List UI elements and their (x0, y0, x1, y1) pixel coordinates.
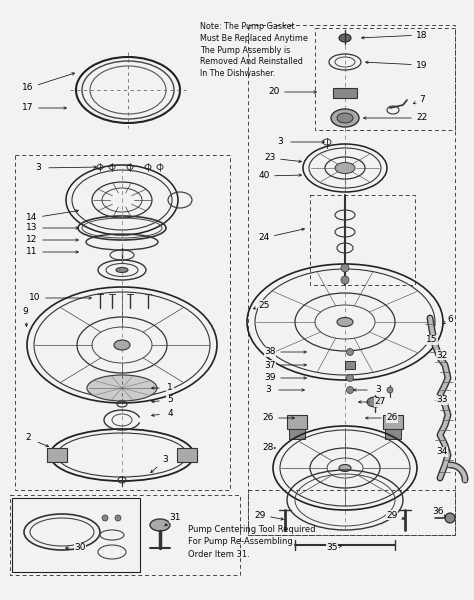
Text: 2: 2 (25, 433, 31, 443)
Text: 16: 16 (22, 83, 34, 92)
Text: 20: 20 (268, 88, 280, 97)
Text: 18: 18 (416, 31, 428, 40)
Text: 38: 38 (264, 347, 276, 356)
Bar (12, 498, 140, 572)
Text: 32: 32 (436, 350, 447, 359)
Text: 3: 3 (162, 455, 168, 464)
Text: 29: 29 (255, 511, 266, 520)
Text: 7: 7 (419, 95, 425, 104)
Ellipse shape (116, 268, 128, 272)
Circle shape (102, 515, 108, 521)
Circle shape (115, 515, 121, 521)
Text: 29: 29 (386, 511, 398, 520)
Ellipse shape (114, 340, 130, 350)
Bar (287, 415, 307, 429)
Circle shape (346, 349, 354, 355)
Text: 28: 28 (262, 443, 273, 452)
Bar (47, 448, 67, 462)
Text: 3: 3 (375, 385, 381, 395)
Text: 30: 30 (74, 544, 86, 553)
Bar (345, 361, 355, 369)
Text: 26: 26 (262, 413, 273, 422)
Bar (333, 88, 357, 98)
Bar (383, 415, 403, 429)
Bar (10, 495, 240, 575)
Text: 34: 34 (436, 448, 447, 457)
Circle shape (341, 264, 349, 272)
Text: 25: 25 (258, 301, 270, 310)
Ellipse shape (335, 163, 355, 173)
Text: Pump Centering Tool Required
For Pump Re-Assembling
Order Item 31.: Pump Centering Tool Required For Pump Re… (188, 525, 316, 559)
Text: 37: 37 (264, 361, 276, 370)
Text: 24: 24 (258, 233, 270, 242)
Ellipse shape (87, 375, 157, 401)
Text: 6: 6 (447, 316, 453, 325)
Circle shape (346, 374, 354, 382)
Text: 23: 23 (264, 154, 276, 163)
Text: 17: 17 (22, 103, 34, 113)
Text: 3: 3 (265, 385, 271, 395)
Bar (15, 155, 230, 490)
Text: 39: 39 (264, 373, 276, 383)
Text: 12: 12 (27, 235, 38, 245)
Ellipse shape (150, 519, 170, 531)
Text: 14: 14 (27, 214, 38, 223)
Text: 1: 1 (167, 383, 173, 392)
Text: 22: 22 (416, 113, 428, 122)
Text: 4: 4 (167, 409, 173, 418)
Ellipse shape (339, 464, 351, 472)
Text: 26: 26 (386, 413, 398, 422)
Ellipse shape (367, 397, 383, 407)
Text: 11: 11 (26, 247, 38, 257)
Ellipse shape (331, 109, 359, 127)
Text: 10: 10 (29, 293, 41, 302)
Bar (289, 429, 305, 439)
Circle shape (387, 387, 393, 393)
Text: 40: 40 (258, 172, 270, 181)
Text: 35: 35 (326, 544, 338, 553)
Text: 31: 31 (169, 514, 181, 523)
Text: 13: 13 (26, 223, 38, 232)
Text: 9: 9 (22, 307, 28, 317)
Text: 5: 5 (167, 395, 173, 404)
Circle shape (341, 276, 349, 284)
Ellipse shape (337, 317, 353, 326)
Bar (248, 25, 455, 535)
Text: 15: 15 (426, 335, 438, 344)
Bar (310, 195, 415, 285)
Circle shape (445, 513, 455, 523)
Bar (248, 490, 455, 535)
Bar (385, 429, 401, 439)
Ellipse shape (337, 113, 353, 123)
Text: 36: 36 (432, 508, 444, 517)
Text: 27: 27 (374, 397, 386, 407)
Circle shape (346, 386, 354, 394)
Ellipse shape (339, 34, 351, 42)
Bar (177, 448, 197, 462)
Text: Note: The Pump Gasket
Must Be Replaced Anytime
The Pump Assembly is
Removed And : Note: The Pump Gasket Must Be Replaced A… (200, 22, 308, 78)
Text: 19: 19 (416, 61, 428, 70)
Text: 3: 3 (277, 137, 283, 146)
Bar (315, 28, 455, 130)
Text: 33: 33 (436, 395, 448, 404)
Text: 3: 3 (35, 163, 41, 173)
